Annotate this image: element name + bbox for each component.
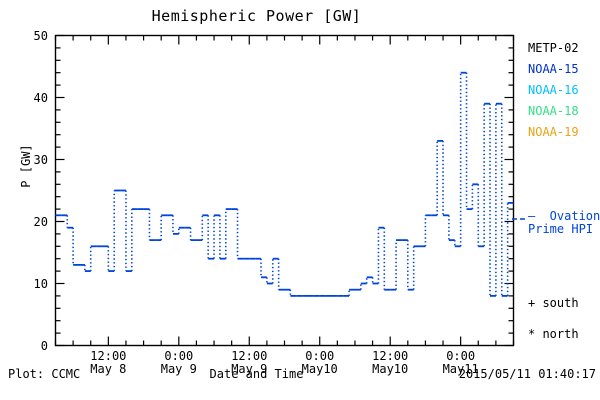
x-tick-time: 12:00 bbox=[372, 349, 409, 363]
y-tick-label: 30 bbox=[33, 152, 48, 167]
chart-title: Hemispheric Power [GW] bbox=[151, 7, 362, 25]
y-axis-label: P [GW] bbox=[19, 144, 33, 188]
x-tick-time: 12:00 bbox=[90, 349, 127, 363]
x-tick-date: May 8 bbox=[90, 361, 127, 376]
x-tick-label: 12:00 May10 bbox=[350, 350, 430, 375]
legend-item-noaa-18: NOAA-18 bbox=[528, 104, 579, 118]
legend-item-noaa-15: NOAA-15 bbox=[528, 62, 579, 76]
x-tick-time: 0:00 bbox=[164, 349, 194, 363]
x-tick-date: May10 bbox=[301, 361, 338, 376]
generation-timestamp: 2015/05/11 01:40:17 bbox=[458, 367, 596, 381]
legend-north-marker: * north bbox=[528, 327, 579, 341]
x-tick-date: May10 bbox=[372, 361, 409, 376]
legend-item-noaa-16: NOAA-16 bbox=[528, 83, 579, 97]
x-tick-label: 0:00 May 9 bbox=[139, 350, 219, 375]
legend-ovation-prime-hpi: — Ovation Prime HPI bbox=[512, 209, 600, 237]
x-tick-time: 0:00 bbox=[305, 349, 335, 363]
x-tick-date: May 9 bbox=[231, 361, 268, 376]
y-tick-label: 40 bbox=[33, 90, 48, 105]
y-tick-label: 20 bbox=[33, 214, 48, 229]
x-tick-time: 0:00 bbox=[446, 349, 476, 363]
x-tick-label: 0:00 May11 bbox=[421, 350, 501, 375]
legend-south-marker: + south bbox=[528, 296, 579, 310]
y-tick-label: 0 bbox=[40, 338, 48, 353]
ovation-line-marker bbox=[512, 218, 528, 220]
ovation-legend-line2: Prime HPI bbox=[528, 222, 594, 237]
y-tick-label: 50 bbox=[33, 28, 48, 43]
legend-item-noaa-19: NOAA-19 bbox=[528, 125, 579, 139]
x-tick-label: 0:00 May10 bbox=[280, 350, 360, 375]
y-tick-label: 10 bbox=[33, 276, 48, 291]
x-tick-date: May 9 bbox=[160, 361, 197, 376]
legend-item-metp-02: METP-02 bbox=[528, 41, 579, 55]
x-axis-caption: Date and Time bbox=[209, 367, 304, 381]
ovation-legend-line1: — Ovation bbox=[528, 209, 600, 223]
plot-credit: Plot: CCMC bbox=[8, 367, 81, 381]
x-tick-date: May11 bbox=[442, 361, 479, 376]
x-tick-label: 12:00 May 9 bbox=[209, 350, 289, 375]
x-tick-label: 12:00 May 8 bbox=[68, 350, 148, 375]
x-tick-time: 12:00 bbox=[231, 349, 268, 363]
